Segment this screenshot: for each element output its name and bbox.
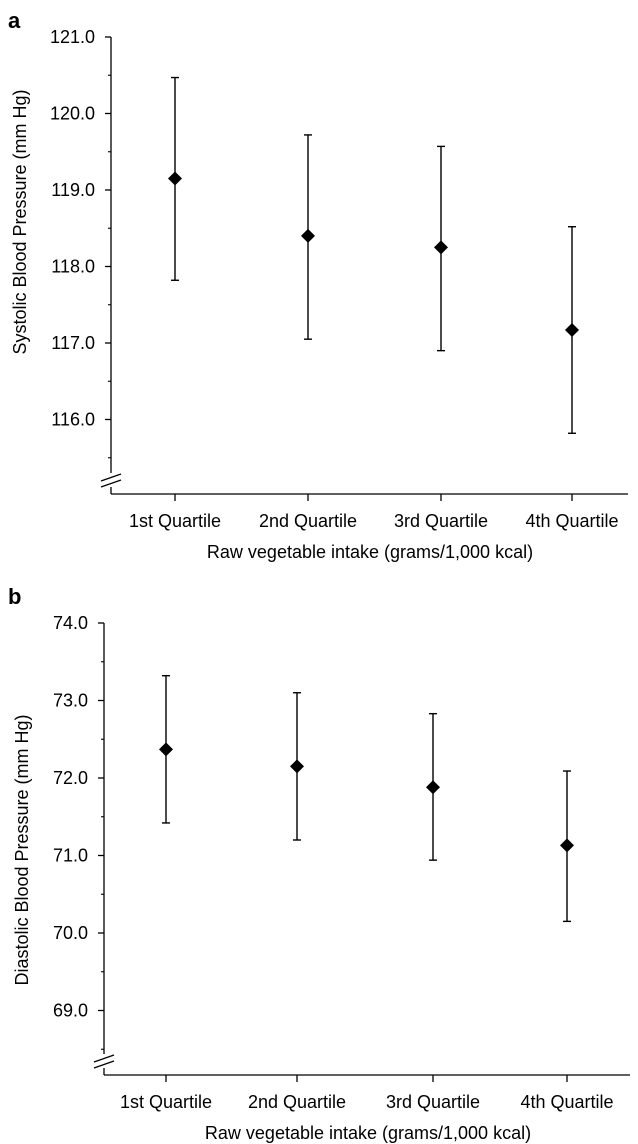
diamond-marker — [290, 759, 304, 774]
panel-a-y-tick-label: 121.0 — [50, 27, 95, 47]
panel-a-x-tick-label: 4th Quartile — [525, 511, 618, 531]
panel-a-letter: a — [8, 8, 21, 33]
panel-b-data-marks — [159, 675, 574, 923]
diamond-marker — [434, 240, 448, 255]
panel-a-point-1 — [168, 76, 182, 281]
panel-b-x-tick-label: 3rd Quartile — [386, 1092, 480, 1112]
panel-b-x-tick-label: 1st Quartile — [120, 1092, 212, 1112]
panel-b-axis-break — [93, 1054, 115, 1069]
panel-b-point-1 — [159, 675, 173, 824]
panel-a-point-2 — [301, 134, 315, 340]
panel-a-y-tick-label: 118.0 — [51, 257, 95, 277]
panel-b-y-tick-label: 74.0 — [53, 613, 88, 633]
panel-a-y-tick-label: 119.0 — [51, 180, 95, 200]
panel-b-y-tick-label: 72.0 — [53, 768, 88, 788]
panel-b-y-tick-label: 69.0 — [53, 1001, 88, 1021]
panel-a-y-ticks: 121.0 120.0 119.0 118.0 117.0 116.0 — [50, 27, 111, 459]
diamond-marker — [560, 838, 574, 853]
panel-a-x-axis-title: Raw vegetable intake (grams/1,000 kcal) — [207, 542, 533, 562]
panel-a-axis-break — [100, 473, 122, 488]
diamond-marker — [168, 171, 182, 186]
panel-a-y-axis-title: Systolic Blood Pressure (mm Hg) — [10, 89, 30, 354]
diamond-marker — [159, 742, 173, 757]
panel-b-point-3 — [426, 712, 440, 861]
panel-a-y-tick-label: 120.0 — [50, 104, 95, 124]
panel-a-point-4 — [565, 226, 579, 434]
panel-a-point-3 — [434, 145, 448, 352]
panel-b-y-axis-title: Diastolic Blood Pressure (mm Hg) — [12, 714, 32, 985]
panel-a-systolic: a 121.0 120.0 119.0 118.0 117.0 116.0 1st Qua… — [8, 8, 628, 562]
diamond-marker — [301, 228, 315, 243]
panel-b-y-tick-label: 73.0 — [53, 691, 88, 711]
panel-a-data-marks — [168, 76, 579, 434]
panel-b-y-tick-label: 70.0 — [53, 923, 88, 943]
panel-a-x-tick-label: 1st Quartile — [129, 511, 221, 531]
panel-a-x-ticks: 1st Quartile 2nd Quartile 3rd Quartile 4th … — [129, 494, 619, 531]
diamond-marker — [426, 780, 440, 795]
panel-b-x-tick-label: 2nd Quartile — [248, 1092, 346, 1112]
panel-b-x-tick-label: 4th Quartile — [520, 1092, 613, 1112]
panel-b-diastolic: b 74.0 73.0 72.0 71.0 70.0 69.0 1st Quartile 2… — [8, 584, 630, 1143]
panel-b-letter: b — [8, 584, 21, 609]
panel-b-y-tick-label: 71.0 — [53, 846, 88, 866]
panel-b-y-ticks: 74.0 73.0 72.0 71.0 70.0 69.0 — [53, 613, 104, 1050]
panel-a-x-tick-label: 2nd Quartile — [259, 511, 357, 531]
panel-a-y-tick-label: 116.0 — [51, 410, 95, 430]
diamond-marker — [565, 322, 579, 337]
panel-b-point-4 — [560, 770, 574, 923]
panel-a-y-tick-label: 117.0 — [51, 333, 95, 353]
panel-b-point-2 — [290, 692, 304, 841]
panel-b-x-ticks: 1st Quartile 2nd Quartile 3rd Quartile 4th … — [120, 1075, 614, 1112]
panel-b-x-axis-title: Raw vegetable intake (grams/1,000 kcal) — [205, 1123, 531, 1143]
panel-a-x-tick-label: 3rd Quartile — [394, 511, 488, 531]
